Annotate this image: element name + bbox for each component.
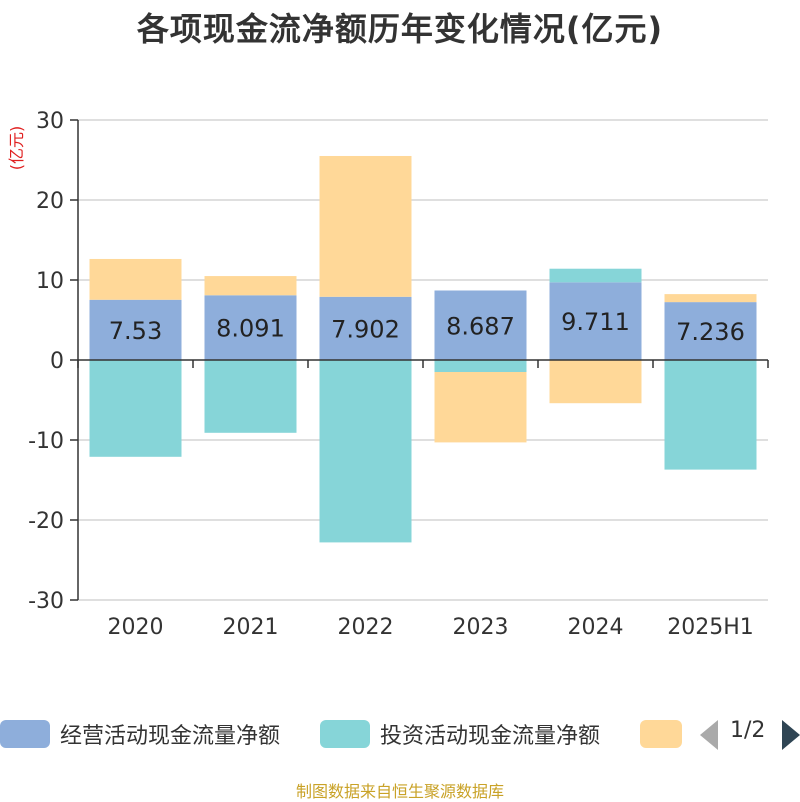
y-tick-label: 10: [36, 269, 64, 294]
bar-financing: [89, 258, 182, 300]
legend-pager: 1/2: [730, 718, 766, 743]
legend-swatch-financing: [640, 720, 682, 748]
data-label: 8.687: [446, 312, 515, 340]
source-note: 制图数据来自恒生聚源数据库: [295, 782, 504, 801]
legend-label-operating: 经营活动现金流量净额: [60, 724, 281, 749]
bar-investing: [319, 360, 412, 543]
triangle-left-icon[interactable]: [700, 720, 718, 750]
legend-item-operating[interactable]: 经营活动现金流量净额: [0, 718, 280, 750]
bar-operating: [664, 302, 757, 360]
x-tick-label: 2020: [108, 615, 164, 640]
legend-swatch-operating: [0, 720, 50, 748]
bar-operating: [434, 290, 527, 360]
y-tick-label: -10: [28, 429, 64, 454]
x-tick-label: 2024: [568, 615, 624, 640]
x-tick-label: 2025H1: [667, 615, 754, 640]
data-label: 8.091: [216, 315, 285, 343]
data-label: 7.236: [676, 318, 745, 346]
stacked-bar-chart: 30 20 10 0 -10 -20 -30 (亿元) 7.53 2020 8.091 2021 7.9…: [7, 109, 769, 640]
bar-investing: [549, 268, 642, 283]
legend-item-investing[interactable]: 投资活动现金流量净额: [320, 718, 600, 750]
bar-investing: [204, 360, 297, 433]
y-tick-label: 20: [36, 189, 64, 214]
legend-label-investing: 投资活动现金流量净额: [380, 724, 601, 749]
y-tick-label: -30: [28, 589, 64, 614]
data-label: 7.53: [109, 317, 162, 345]
bar-investing: [89, 360, 182, 457]
bar-financing: [549, 360, 642, 404]
y-unit-label: (亿元): [7, 126, 26, 171]
x-tick-label: 2022: [338, 615, 394, 640]
x-tick-label: 2021: [223, 615, 279, 640]
data-label: 9.711: [561, 308, 630, 336]
bar-operating: [204, 295, 297, 360]
bar-operating: [319, 296, 412, 360]
bar-financing: [434, 372, 527, 443]
y-tick-label: -20: [28, 509, 64, 534]
triangle-right-icon[interactable]: [782, 720, 800, 750]
bar-investing: [664, 360, 757, 470]
y-tick-label: 0: [50, 349, 64, 374]
bar-operating: [549, 282, 642, 360]
chart-title: 各项现金流净额历年变化情况(亿元): [136, 10, 664, 48]
x-tick-label: 2023: [453, 615, 509, 640]
bar-financing: [664, 294, 757, 303]
legend-item-financing[interactable]: [640, 718, 682, 750]
y-tick-label: 30: [36, 109, 64, 134]
bar-financing: [319, 155, 412, 297]
data-label: 7.902: [331, 315, 400, 343]
bar-investing: [434, 360, 527, 372]
legend-swatch-investing: [320, 720, 370, 748]
bar-financing: [204, 276, 297, 296]
legend: 经营活动现金流量净额 投资活动现金流量净额 1/2: [0, 712, 800, 756]
bar-operating: [89, 299, 182, 360]
